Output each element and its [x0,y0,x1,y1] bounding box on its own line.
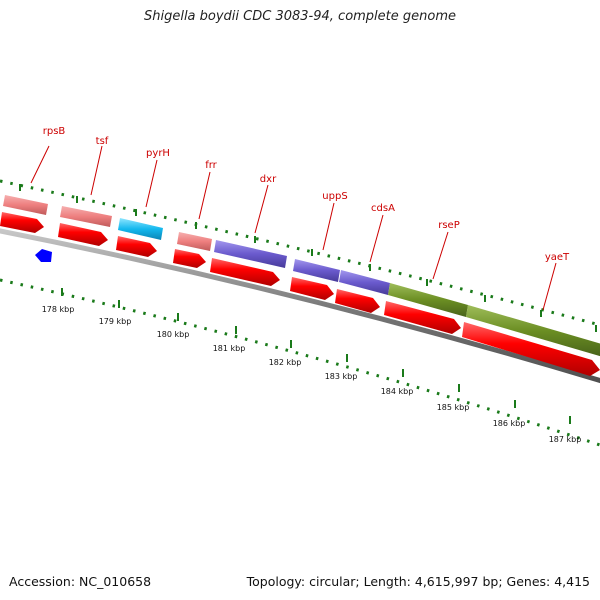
outer-dotted-line [0,179,600,327]
kbp-label: 187 kbp [549,435,582,444]
kbp-label: 183 kbp [325,372,358,381]
gene-label-rpsB: rpsB [43,126,66,137]
kbp-label: 178 kbp [42,305,75,314]
inner-major-ticks [61,288,571,424]
cds-arrow-rseP[interactable] [384,301,461,334]
cds-track [0,212,600,376]
gene-block-cdsA[interactable] [339,270,390,295]
gene-block-yaeT[interactable] [466,305,600,357]
kbp-label: 182 kbp [269,358,302,367]
cds-arrow-frr[interactable] [173,249,206,268]
gene-block-tsf[interactable] [60,206,112,227]
gene-label-rseP: rseP [438,220,460,231]
genome-summary: Topology: circular; Length: 4,615,997 bp… [246,574,590,589]
inner-dotted-line [0,278,600,447]
kbp-label: 179 kbp [99,317,132,326]
kbp-tick-labels: 178 kbp 179 kbp 180 kbp 181 kbp 182 kbp … [42,305,582,444]
cds-arrow-uppS[interactable] [290,277,334,300]
gene-label-frr: frr [205,160,217,171]
cds-arrow-pyrH[interactable] [116,236,157,257]
accession-label: Accession: NC_010658 [9,574,152,589]
gene-block-rpsB[interactable] [3,195,48,215]
kbp-label: 186 kbp [493,419,526,428]
gene-label-uppS: uppS [322,191,347,202]
gene-label-yaeT: yaeT [545,252,570,263]
gene-callout-lines [30,145,557,311]
gene-block-rseP[interactable] [388,283,468,317]
gene-block-dxr[interactable] [214,240,287,268]
gene-block-uppS[interactable] [293,259,340,282]
inner-scale-arc [0,278,600,447]
kbp-label: 181 kbp [213,344,246,353]
cds-arrow-rpsB[interactable] [0,212,44,233]
outer-major-ticks [19,184,597,332]
gene-labels: rpsB tsf pyrH frr dxr uppS cdsA rseP yae… [43,126,570,263]
genome-backbone [0,228,600,384]
kbp-label: 180 kbp [157,330,190,339]
gene-label-tsf: tsf [96,136,109,147]
cds-arrow-dxr[interactable] [210,258,280,286]
kbp-label: 184 kbp [381,387,414,396]
gene-block-pyrH[interactable] [118,218,163,240]
gene-label-pyrH: pyrH [146,148,170,159]
reverse-strand-arrow[interactable] [35,249,52,262]
kbp-label: 185 kbp [437,403,470,412]
cds-arrow-yaeT[interactable] [462,322,600,376]
gene-label-dxr: dxr [260,174,277,185]
cds-arrow-tsf[interactable] [58,223,108,246]
category-track [3,195,600,357]
outer-tick-arc [0,179,600,332]
map-title: Shigella boydii CDC 3083-94, complete ge… [143,9,457,24]
cds-arrow-cdsA[interactable] [335,289,380,313]
gene-block-frr[interactable] [177,232,212,251]
gene-label-cdsA: cdsA [371,203,395,214]
